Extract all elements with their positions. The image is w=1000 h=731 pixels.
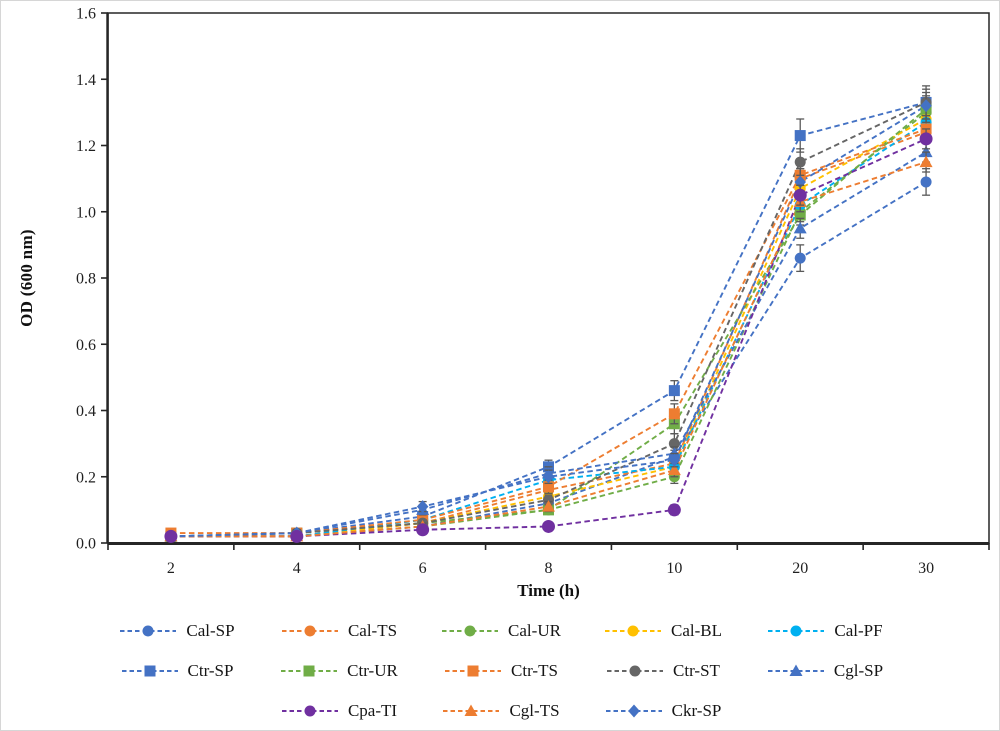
x-axis-title: Time (h) [517,581,580,600]
legend-item-cgl-sp: Cgl-SP [744,661,906,681]
y-tick-label: 0.6 [76,337,96,354]
data-point-ctr-ts [543,481,554,493]
data-point-cpa-ti [542,519,555,533]
legend-marker-circle-icon [281,625,338,637]
legend-marker-square-icon [281,665,338,677]
legend-marker-triangle-icon [443,704,500,716]
y-tick-label: 1.0 [76,204,96,221]
y-tick-label: 1.4 [76,72,96,89]
legend-item-ctr-ur: Ctr-UR [258,661,420,681]
chart-plot-area: 0.0 0.2 0.4 0.6 0.8 1.0 1.2 1.4 1.6 2 4 6 8 10 20 30 [76,6,990,577]
legend-label: Cal-SP [186,621,235,640]
x-tick-label: 10 [666,560,682,577]
legend-marker-diamond-icon [605,704,662,718]
legend-label: Cgl-TS [509,701,560,720]
legend-label: Cal-PF [834,621,883,640]
legend-label: Ckr-SP [671,701,722,720]
data-point-cgl-ts [667,463,681,476]
legend-item-ctr-st: Ctr-ST [582,661,744,681]
data-point-ctr-st [543,494,554,506]
legend-item-ckr-sp: Ckr-SP [582,701,744,721]
legend-marker-circle-icon [768,625,825,637]
legend-label: Cal-BL [671,621,722,640]
x-tick-label: 2 [167,560,175,577]
legend-label: Cal-UR [508,621,561,640]
y-tick-label: 0.4 [76,403,96,420]
x-tick-label: 4 [293,560,301,577]
legend-label: Cal-TS [347,621,398,640]
legend-marker-square-icon [445,665,502,677]
legend-label: Cpa-TI [347,701,398,720]
y-tick-label: 0.2 [76,469,96,486]
legend-marker-circle-icon [281,705,338,717]
data-point-cpa-ti [164,529,178,543]
data-point-ctr-sp [794,130,806,142]
data-point-cpa-ti [667,503,681,517]
y-tick-label: 1.6 [76,6,96,23]
data-point-ctr-ts [668,408,680,420]
legend-label: Cgl-SP [833,661,884,680]
data-point-cgl-sp [667,447,681,459]
legend-row: Cpa-TI Cgl-TS Ckr-SP [1,691,999,730]
legend-row: Cal-SP Cal-TS Cal-UR Cal-BL Cal-PF [1,611,999,651]
legend-marker-circle-icon [120,625,177,637]
legend-label: Ctr-ST [673,661,720,680]
legend-marker-circle-icon [605,625,661,637]
data-point-ctr-st [794,156,806,168]
x-tick-label: 30 [918,560,934,577]
chart-legend: Cal-SP Cal-TS Cal-UR Cal-BL Cal-PF Ctr-SP Ctr-… [1,611,999,730]
y-tick-label: 0.8 [76,271,96,288]
legend-item-cal-sp: Cal-SP [96,621,258,641]
legend-item-cal-pf: Cal-PF [744,621,906,641]
legend-label: Ctr-SP [187,661,234,680]
legend-item-ctr-ts: Ctr-TS [420,661,582,681]
x-tick-label: 8 [545,560,553,577]
legend-item-cal-ur: Cal-UR [420,621,582,641]
legend-item-ctr-sp: Ctr-SP [96,661,258,681]
data-point-cpa-ti [290,529,304,543]
data-point-ckr-sp [416,500,429,514]
data-point-ctr-ur [794,209,806,221]
data-point-cpa-ti [793,188,807,202]
legend-label: Ctr-TS [511,661,558,680]
x-tick-label: 20 [792,560,808,577]
legend-marker-square-icon [121,665,178,677]
data-point-ckr-sp [668,453,681,467]
y-tick-label: 0.0 [76,536,96,553]
legend-item-cal-ts: Cal-TS [258,621,420,641]
legend-marker-circle-icon [442,625,499,637]
legend-label: Ctr-UR [347,661,398,680]
legend-item-cpa-ti: Cpa-TI [258,701,420,721]
data-point-cgl-ts [542,500,555,512]
data-point-cgl-sp [793,221,807,234]
data-point-cal-sp [920,176,932,188]
legend-marker-circle-icon [607,665,664,677]
legend-row: Ctr-SP Ctr-UR Ctr-TS Ctr-ST Cgl-SP [1,651,999,691]
data-point-cpa-ti [919,132,933,146]
data-point-cgl-sp [919,145,933,158]
y-tick-label: 1.2 [76,138,96,155]
data-point-cpa-ti [416,523,430,537]
data-point-ckr-sp [542,470,555,484]
data-point-ctr-sp [668,385,680,397]
data-point-ckr-sp [920,99,932,113]
y-axis-title: OD (600 nm) [17,229,36,327]
data-point-cgl-ts [919,155,933,168]
data-point-cal-sp [794,252,806,264]
x-tick-label: 6 [419,560,427,577]
legend-item-cal-bl: Cal-BL [582,621,744,641]
legend-marker-triangle-icon [767,664,824,676]
legend-item-cgl-ts: Cgl-TS [420,701,582,721]
